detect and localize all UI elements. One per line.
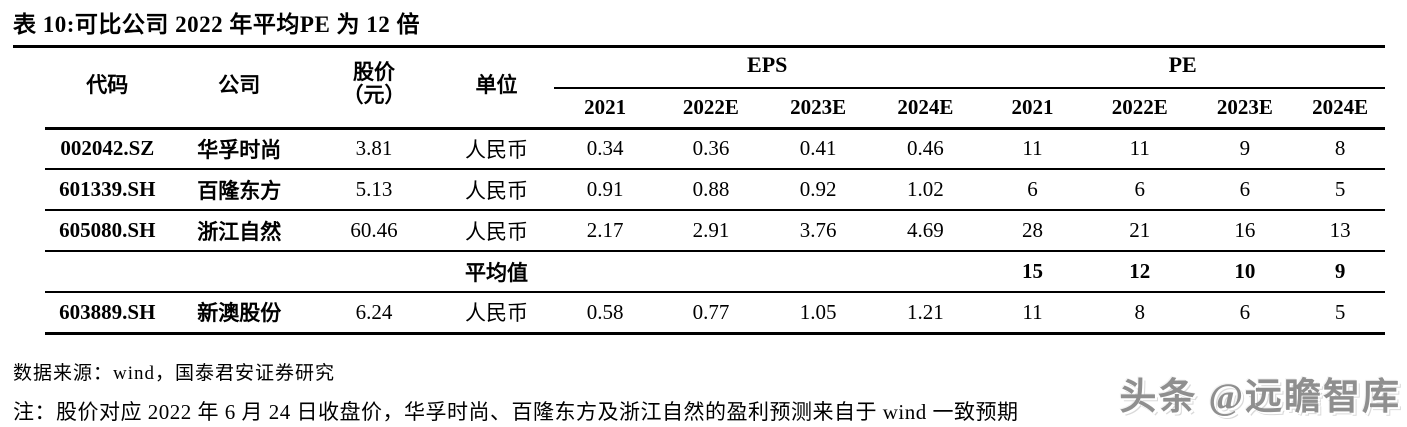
group-header-eps: EPS xyxy=(554,42,981,89)
eps-year-2021: 2021 xyxy=(554,88,656,130)
cell-company: 新澳股份 xyxy=(169,292,309,335)
cell-eps-2022e: 0.36 xyxy=(656,128,766,170)
cell-eps-2022e: 2.91 xyxy=(656,210,766,252)
watermark-toutiao-yuanzhan: 头条 @远瞻智库 xyxy=(1119,377,1401,418)
cell-eps-2024e: 1.02 xyxy=(870,169,981,211)
cell-eps-2021: 2.17 xyxy=(554,210,656,252)
cell-eps-2022e: 0.88 xyxy=(656,169,766,211)
table-row: 002042.SZ 华孚时尚 3.81 人民币 0.34 0.36 0.41 0… xyxy=(45,128,1385,170)
cell-company xyxy=(169,251,309,293)
comparable-companies-table: 代码 公司 股价 （元） 单位 EPS PE 2021 2022E 2023E … xyxy=(45,42,1385,335)
col-header-company: 公司 xyxy=(169,42,309,130)
cell-price: 3.81 xyxy=(308,128,439,170)
cell-pe-2023e: 10 xyxy=(1194,251,1296,293)
cell-eps-2024e: 1.21 xyxy=(870,292,981,335)
cell-company: 百隆东方 xyxy=(169,169,309,211)
group-header-pe: PE xyxy=(980,42,1385,89)
cell-price: 60.46 xyxy=(308,210,439,252)
cell-pe-2022e: 8 xyxy=(1084,292,1195,335)
cell-eps-2024e xyxy=(870,251,981,293)
col-header-code: 代码 xyxy=(45,42,170,130)
cell-eps-2021: 0.34 xyxy=(554,128,656,170)
cell-code: 603889.SH xyxy=(45,292,170,335)
cell-eps-2024e: 0.46 xyxy=(870,128,981,170)
cell-pe-2021: 11 xyxy=(980,292,1085,335)
cell-eps-2023e: 3.76 xyxy=(765,210,871,252)
eps-year-2023e: 2023E xyxy=(765,88,871,130)
cell-pe-2022e: 12 xyxy=(1084,251,1195,293)
pe-year-2023e: 2023E xyxy=(1194,88,1296,130)
cell-average-label: 平均值 xyxy=(438,251,555,293)
col-header-unit: 单位 xyxy=(438,42,555,130)
cell-price: 5.13 xyxy=(308,169,439,211)
cell-eps-2023e xyxy=(765,251,871,293)
cell-eps-2022e: 0.77 xyxy=(656,292,766,335)
cell-eps-2022e xyxy=(656,251,766,293)
cell-pe-2024e: 5 xyxy=(1295,292,1385,335)
col-header-price-line2: （元） xyxy=(342,83,406,108)
cell-unit: 人民币 xyxy=(438,210,555,252)
data-source-line: 数据来源：wind，国泰君安证券研究 xyxy=(13,363,336,384)
table-row: 605080.SH 浙江自然 60.46 人民币 2.17 2.91 3.76 … xyxy=(45,210,1385,252)
header-years-row: 2021 2022E 2023E 2024E 2021 2022E 2023E … xyxy=(45,88,1385,130)
cell-pe-2021: 28 xyxy=(980,210,1085,252)
cell-pe-2021: 11 xyxy=(980,128,1085,170)
cell-pe-2024e: 8 xyxy=(1295,128,1385,170)
cell-unit: 人民币 xyxy=(438,292,555,335)
cell-pe-2023e: 9 xyxy=(1194,128,1296,170)
cell-pe-2024e: 9 xyxy=(1295,251,1385,293)
cell-eps-2024e: 4.69 xyxy=(870,210,981,252)
cell-pe-2024e: 5 xyxy=(1295,169,1385,211)
cell-pe-2022e: 21 xyxy=(1084,210,1195,252)
pe-year-2024e: 2024E xyxy=(1295,88,1385,130)
pe-year-2021: 2021 xyxy=(980,88,1085,130)
cell-pe-2023e: 6 xyxy=(1194,169,1296,211)
cell-company: 华孚时尚 xyxy=(169,128,309,170)
header-group-row: 代码 公司 股价 （元） 单位 EPS PE xyxy=(45,42,1385,130)
col-header-price: 股价 （元） xyxy=(308,42,439,130)
cell-code: 605080.SH xyxy=(45,210,170,252)
table-row: 603889.SH 新澳股份 6.24 人民币 0.58 0.77 1.05 1… xyxy=(45,292,1385,335)
cell-pe-2022e: 6 xyxy=(1084,169,1195,211)
table-row: 601339.SH 百隆东方 5.13 人民币 0.91 0.88 0.92 1… xyxy=(45,169,1385,211)
cell-company: 浙江自然 xyxy=(169,210,309,252)
cell-pe-2021: 6 xyxy=(980,169,1085,211)
eps-year-2024e: 2024E xyxy=(870,88,981,130)
cell-pe-2023e: 16 xyxy=(1194,210,1296,252)
cell-price: 6.24 xyxy=(308,292,439,335)
cell-code xyxy=(45,251,170,293)
cell-eps-2021 xyxy=(554,251,656,293)
cell-code: 002042.SZ xyxy=(45,128,170,170)
pe-year-2022e: 2022E xyxy=(1084,88,1195,130)
cell-eps-2021: 0.91 xyxy=(554,169,656,211)
col-header-price-line1: 股价 xyxy=(352,60,395,85)
eps-year-2022e: 2022E xyxy=(656,88,766,130)
cell-eps-2023e: 0.41 xyxy=(765,128,871,170)
cell-pe-2023e: 6 xyxy=(1194,292,1296,335)
cell-unit: 人民币 xyxy=(438,128,555,170)
table-row-average: 平均值 15 12 10 9 xyxy=(45,251,1385,293)
cell-unit: 人民币 xyxy=(438,169,555,211)
cell-eps-2021: 0.58 xyxy=(554,292,656,335)
cell-eps-2023e: 1.05 xyxy=(765,292,871,335)
cell-pe-2024e: 13 xyxy=(1295,210,1385,252)
cell-pe-2022e: 11 xyxy=(1084,128,1195,170)
cell-pe-2021: 15 xyxy=(980,251,1085,293)
footnote-line: 注：股价对应 2022 年 6 月 24 日收盘价，华孚时尚、百隆东方及浙江自然… xyxy=(13,400,1019,424)
cell-price xyxy=(308,251,439,293)
cell-code: 601339.SH xyxy=(45,169,170,211)
cell-eps-2023e: 0.92 xyxy=(765,169,871,211)
